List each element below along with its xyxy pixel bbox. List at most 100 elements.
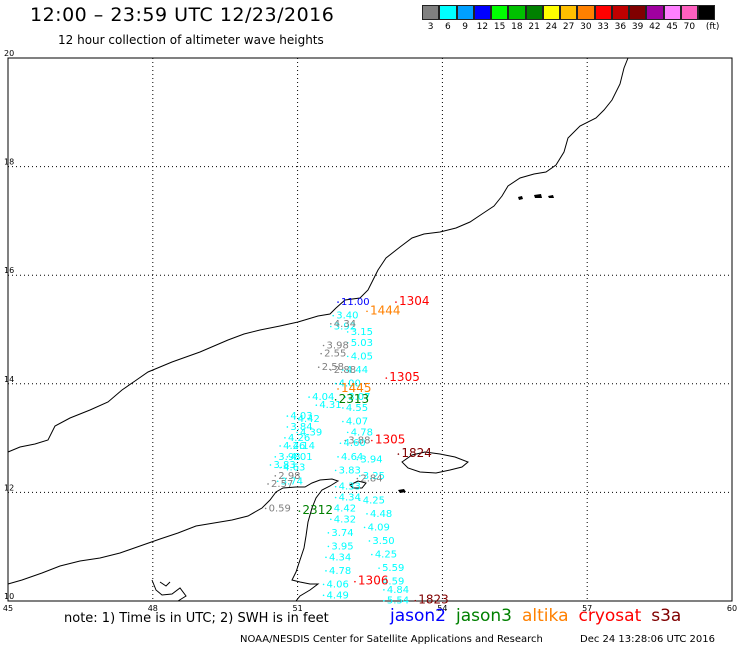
satellite-name-cryosat: cryosat (578, 606, 642, 626)
legend-label: 6 (445, 22, 451, 32)
legend-swatch (629, 5, 647, 20)
track-point (327, 545, 330, 548)
wave-height-label: 4.78 (351, 427, 373, 438)
wave-height-label: 3.94 (360, 455, 382, 466)
track-point (274, 456, 277, 458)
track-point (366, 310, 368, 313)
track-point (279, 445, 281, 447)
legend-label: 70 (683, 22, 696, 32)
legend-swatch (594, 5, 612, 20)
wave-height-label: 0.59 (269, 503, 291, 514)
wave-height-label: 3.74 (331, 528, 353, 539)
wave-height-label: 4.25 (363, 495, 385, 506)
wave-height-label: 4.39 (300, 427, 322, 438)
wave-height-label: 4.78 (329, 566, 351, 577)
track-point (330, 325, 332, 328)
legend-swatch (422, 5, 440, 20)
track-point (344, 439, 347, 442)
units-note: note: 1) Time is in UTC; 2) SWH is in fe… (64, 611, 329, 626)
wave-height-label: 4.84 (387, 585, 409, 596)
coastline-horn-of-africa (7, 478, 340, 602)
legend-swatch (663, 5, 681, 20)
wave-height-label: 4.33 (339, 482, 361, 493)
wave-height-label: 4.14 (293, 441, 315, 452)
legend-swatch (439, 5, 457, 20)
wave-height-label: 4.48 (370, 509, 392, 520)
map-title: 12:00 – 23:59 UTC 12/23/2016 (30, 4, 335, 26)
track-point (322, 344, 325, 347)
lat-tick-label: 20 (4, 49, 14, 58)
track-point (334, 496, 337, 499)
legend-swatch (456, 5, 474, 20)
track-point (298, 510, 301, 512)
coastline-somalia-bay (151, 579, 187, 602)
legend-swatch (542, 5, 560, 20)
track-point (279, 466, 281, 469)
track-point (397, 453, 400, 455)
lon-tick-label: 48 (148, 604, 158, 613)
satellite-track-dots (264, 301, 417, 602)
wave-height-label: 5.59 (382, 563, 404, 574)
wave-height-label: 3.92 (334, 322, 356, 333)
wave-height-label: 4.60 (343, 438, 365, 449)
wave-height-label: 4.06 (327, 579, 349, 590)
wave-height-label: 3.88 (348, 436, 370, 447)
track-point (371, 439, 373, 442)
track-point (371, 553, 373, 556)
track-point (317, 366, 320, 369)
legend-swatch (611, 5, 629, 20)
track-point (378, 580, 380, 583)
wave-height-label: 2.55 (324, 349, 346, 360)
legend-swatch (680, 5, 698, 20)
legend-label: 45 (666, 22, 678, 32)
track-point (286, 415, 289, 417)
lon-tick-label: 57 (582, 604, 592, 613)
track-point (284, 437, 286, 439)
track-point (414, 599, 417, 602)
track-point (356, 477, 359, 480)
track-point (342, 420, 344, 423)
wave-height-label: 4.01 (290, 452, 312, 463)
wave-height-label: 2.88 (334, 365, 356, 376)
wave-height-label: 1823 (418, 593, 449, 607)
lon-tick-label: 54 (437, 604, 447, 613)
track-point (332, 314, 335, 317)
legend-swatch (646, 5, 664, 20)
track-point (356, 458, 359, 461)
track-point (293, 418, 296, 420)
track-point (322, 594, 325, 597)
track-point (308, 396, 310, 398)
wave-height-label: 4.07 (346, 417, 368, 428)
satellite-name-jason2: jason2 (390, 606, 446, 626)
lon-tick-label: 51 (293, 604, 303, 613)
track-point (358, 499, 361, 502)
wave-height-label: 3.98 (327, 341, 349, 352)
coastline-arabian-peninsula (7, 57, 629, 453)
track-point (334, 399, 337, 401)
wave-height-label: 3.50 (372, 536, 394, 547)
wave-height-label: 1444 (370, 303, 401, 317)
wave-height-label: 3.40 (336, 311, 358, 322)
wave-height-label: 4.59 (382, 577, 404, 588)
legend-label: 9 (462, 22, 468, 32)
track-point (337, 456, 339, 458)
legend-label: 36 (614, 22, 627, 32)
legend-label: 39 (631, 22, 644, 32)
wave-height-label: 4.55 (346, 403, 368, 414)
track-point (342, 407, 344, 409)
credit-line: NOAA/NESDIS Center for Satellite Applica… (240, 634, 543, 645)
wave-height-label: 3.98 (278, 452, 300, 463)
wave-height-label: 4.09 (368, 522, 390, 533)
wave-height-label: 1306 (358, 574, 389, 588)
track-point (264, 507, 267, 510)
wave-height-label: 11.00 (341, 297, 370, 308)
track-point (385, 377, 388, 379)
wave-height-label: 4.42 (298, 414, 320, 425)
wave-height-label: 4.49 (327, 590, 349, 601)
map-frame (7, 57, 733, 602)
legend-label: 3 (427, 22, 434, 32)
track-point (346, 355, 349, 358)
track-point (354, 580, 356, 583)
track-point (383, 589, 385, 591)
wave-height-label: 4.44 (346, 365, 368, 376)
